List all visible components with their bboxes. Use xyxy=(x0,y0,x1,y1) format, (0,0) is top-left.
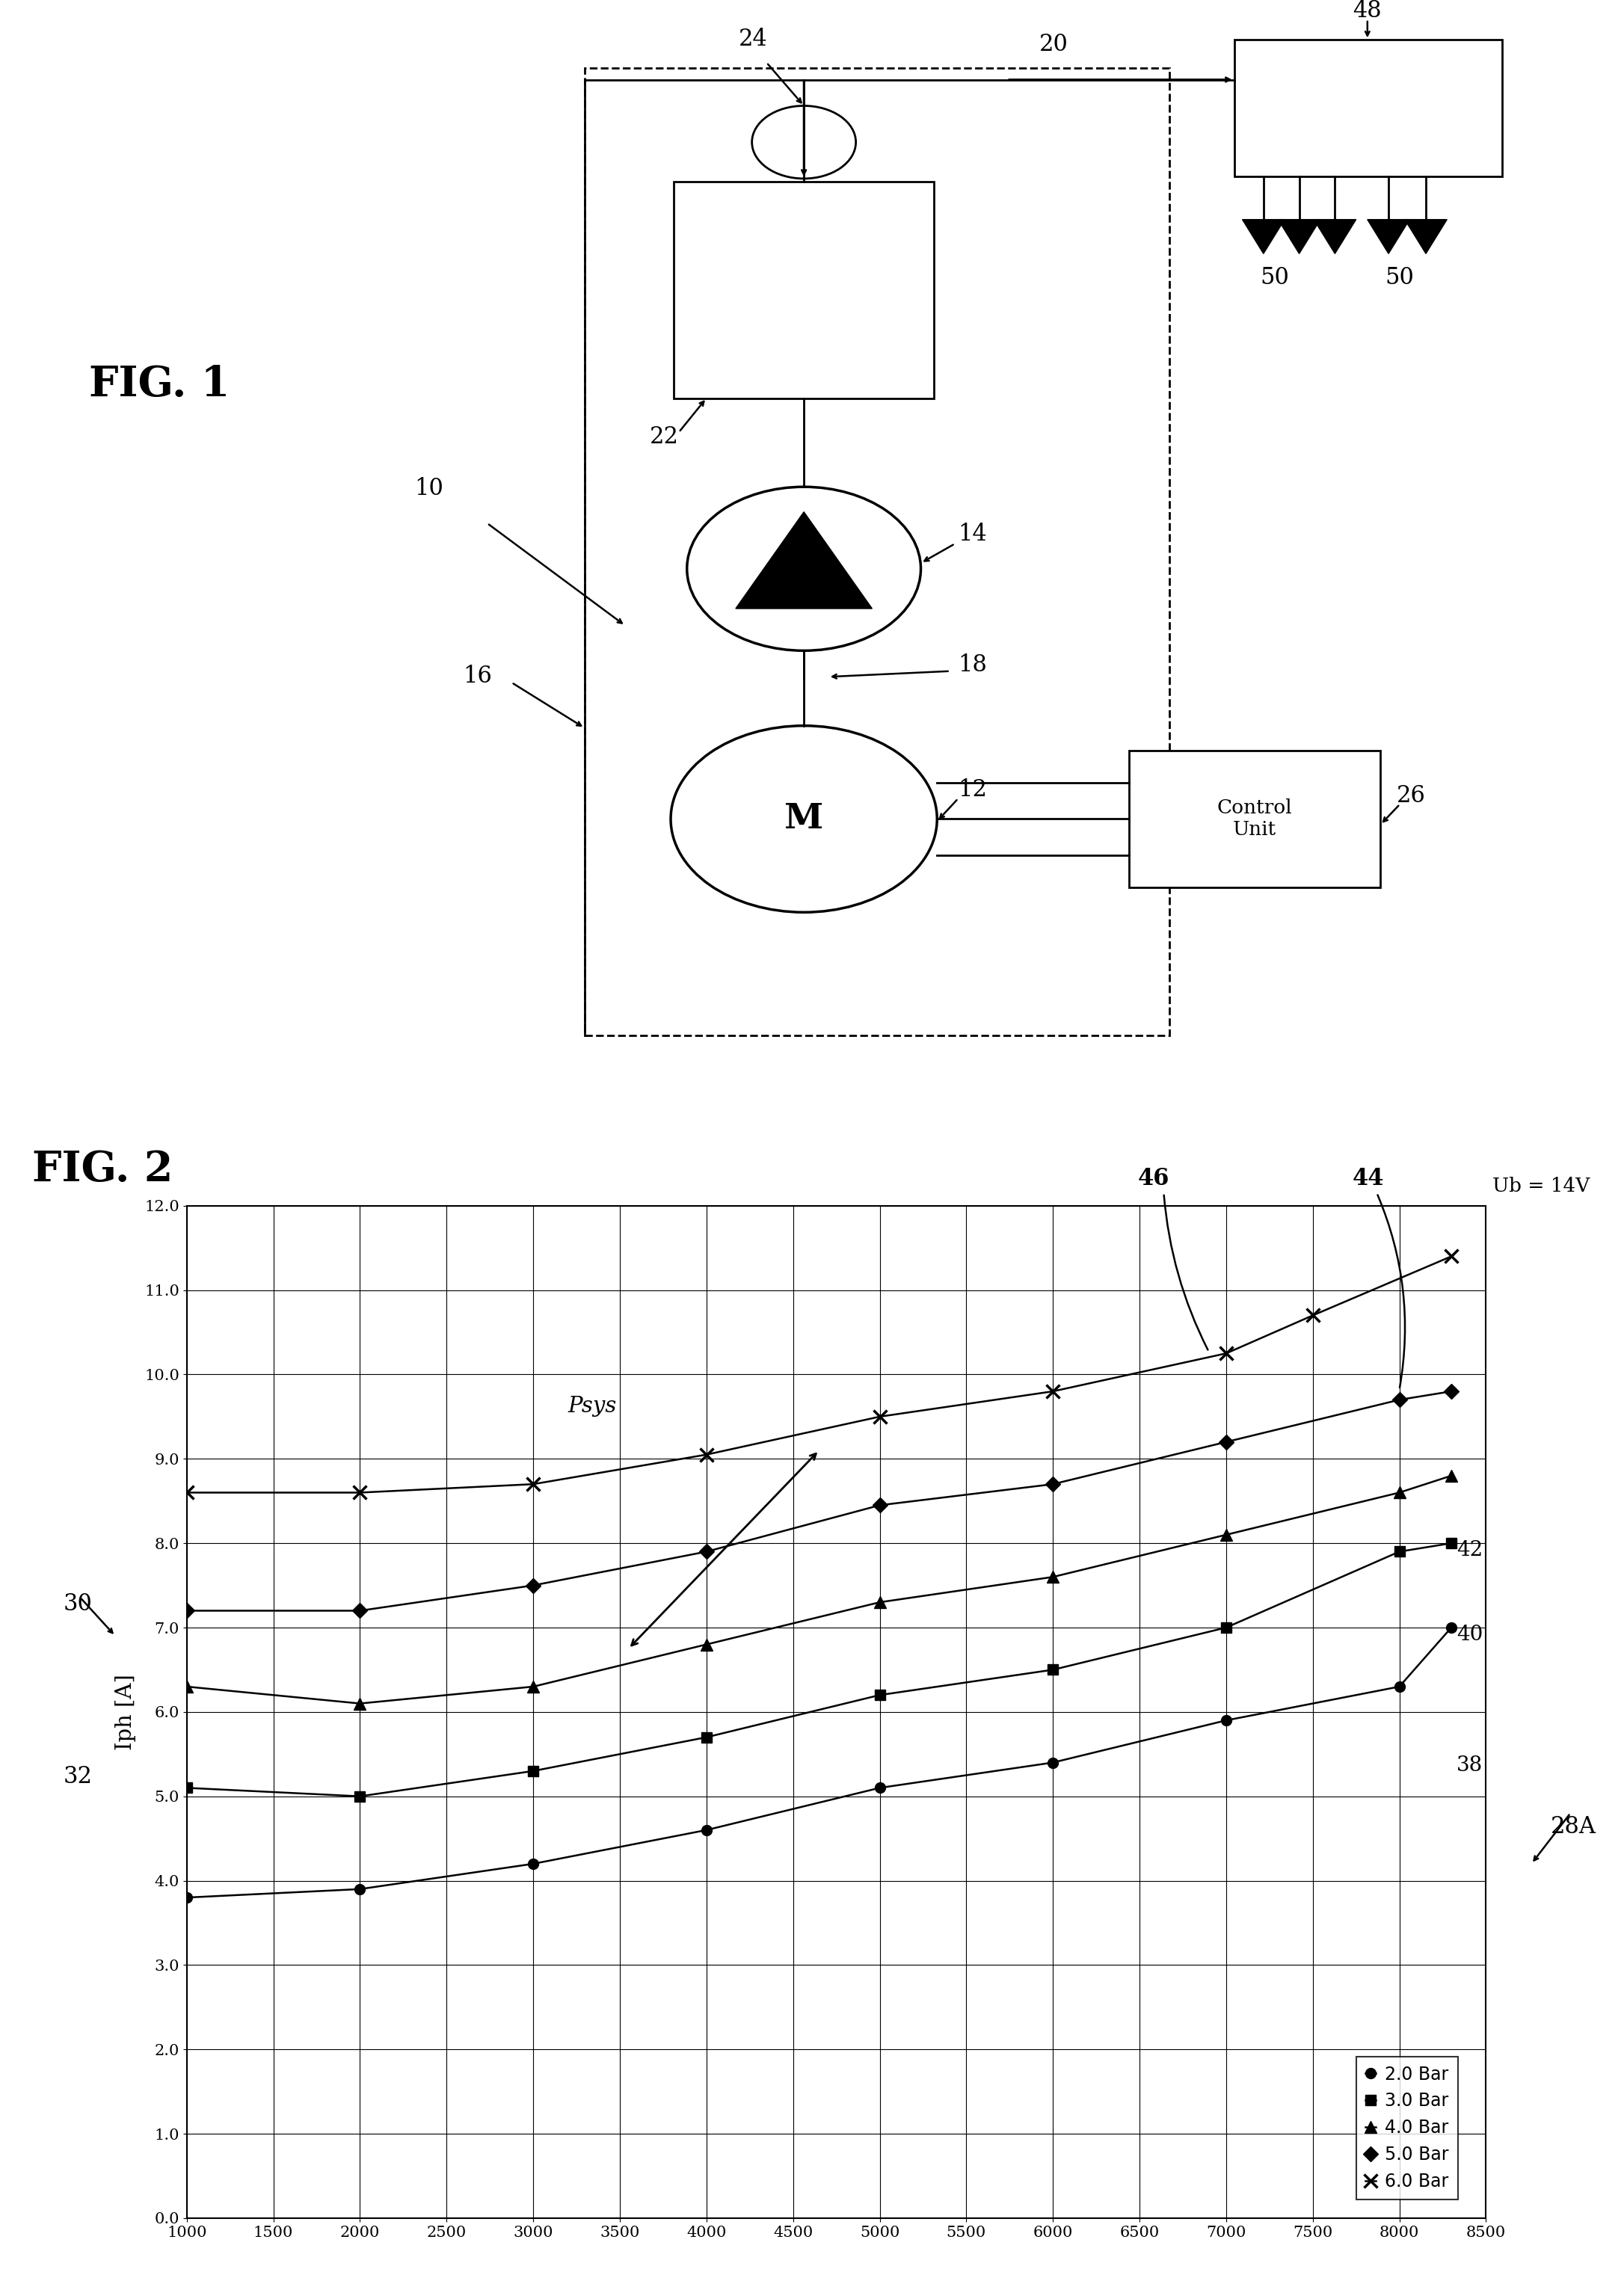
Text: 48: 48 xyxy=(1353,0,1382,23)
4.0 Bar xyxy=(177,1672,197,1699)
5.0 Bar xyxy=(1216,1429,1236,1456)
4.0 Bar xyxy=(1390,1479,1410,1506)
3.0 Bar xyxy=(1216,1613,1236,1640)
4.0 Bar xyxy=(1216,1522,1236,1549)
4.0 Bar xyxy=(1043,1563,1062,1590)
Line: 3.0 Bar: 3.0 Bar xyxy=(182,1538,1457,1802)
5.0 Bar xyxy=(351,1597,370,1624)
6.0 Bar xyxy=(1302,1301,1322,1329)
Legend: 2.0 Bar, 3.0 Bar, 4.0 Bar, 5.0 Bar, 6.0 Bar: 2.0 Bar, 3.0 Bar, 4.0 Bar, 5.0 Bar, 6.0 … xyxy=(1356,2057,1458,2200)
Text: 30: 30 xyxy=(63,1592,93,1615)
4.0 Bar xyxy=(351,1690,370,1718)
Text: 32: 32 xyxy=(63,1765,93,1788)
4.0 Bar xyxy=(870,1588,890,1615)
4.0 Bar xyxy=(523,1672,542,1699)
Text: 20: 20 xyxy=(1039,34,1069,57)
Bar xyxy=(1234,39,1502,175)
2.0 Bar xyxy=(1442,1613,1462,1640)
Bar xyxy=(585,68,1169,1035)
Text: FIG. 1: FIG. 1 xyxy=(89,364,231,405)
3.0 Bar xyxy=(177,1774,197,1802)
3.0 Bar xyxy=(523,1756,542,1784)
6.0 Bar xyxy=(697,1440,716,1467)
4.0 Bar xyxy=(697,1631,716,1658)
Text: 14: 14 xyxy=(958,523,987,546)
6.0 Bar xyxy=(1442,1242,1462,1269)
5.0 Bar xyxy=(177,1597,197,1624)
Polygon shape xyxy=(1242,221,1285,253)
Bar xyxy=(674,182,934,398)
3.0 Bar xyxy=(1043,1656,1062,1684)
3.0 Bar xyxy=(351,1784,370,1811)
Polygon shape xyxy=(1314,221,1356,253)
Text: Ub = 14V: Ub = 14V xyxy=(1492,1176,1590,1197)
3.0 Bar xyxy=(697,1724,716,1752)
2.0 Bar xyxy=(697,1815,716,1843)
3.0 Bar xyxy=(870,1681,890,1709)
Line: 5.0 Bar: 5.0 Bar xyxy=(182,1385,1457,1615)
5.0 Bar xyxy=(1390,1385,1410,1413)
Text: Control
Unit: Control Unit xyxy=(1216,799,1293,839)
6.0 Bar xyxy=(177,1479,197,1506)
Y-axis label: Iph [A]: Iph [A] xyxy=(115,1674,136,1749)
6.0 Bar xyxy=(1043,1379,1062,1406)
Line: 2.0 Bar: 2.0 Bar xyxy=(182,1622,1457,1902)
Text: 42: 42 xyxy=(1457,1540,1483,1561)
Text: 10: 10 xyxy=(414,478,443,501)
Text: 18: 18 xyxy=(958,653,987,676)
2.0 Bar xyxy=(1043,1749,1062,1777)
2.0 Bar xyxy=(177,1884,197,1911)
Polygon shape xyxy=(736,512,872,607)
Text: 50: 50 xyxy=(1385,266,1415,289)
Line: 6.0 Bar: 6.0 Bar xyxy=(180,1249,1458,1499)
3.0 Bar xyxy=(1390,1538,1410,1565)
4.0 Bar xyxy=(1442,1463,1462,1490)
Text: 12: 12 xyxy=(958,778,987,801)
Polygon shape xyxy=(1278,221,1320,253)
2.0 Bar xyxy=(351,1875,370,1902)
5.0 Bar xyxy=(523,1572,542,1599)
Polygon shape xyxy=(1367,221,1410,253)
Text: 24: 24 xyxy=(739,27,768,50)
Polygon shape xyxy=(1405,221,1447,253)
Text: 22: 22 xyxy=(650,425,679,448)
5.0 Bar xyxy=(1442,1379,1462,1406)
2.0 Bar xyxy=(523,1850,542,1877)
6.0 Bar xyxy=(523,1470,542,1497)
Text: 38: 38 xyxy=(1457,1756,1483,1774)
Text: 46: 46 xyxy=(1137,1167,1169,1190)
Text: M: M xyxy=(784,801,823,837)
Text: FIG. 2: FIG. 2 xyxy=(32,1149,174,1190)
Text: 40: 40 xyxy=(1457,1624,1483,1645)
5.0 Bar xyxy=(697,1538,716,1565)
Text: 50: 50 xyxy=(1260,266,1289,289)
6.0 Bar xyxy=(351,1479,370,1506)
Text: 28A: 28A xyxy=(1551,1815,1596,1838)
2.0 Bar xyxy=(870,1774,890,1802)
6.0 Bar xyxy=(1216,1340,1236,1367)
Text: 16: 16 xyxy=(463,664,492,687)
Line: 4.0 Bar: 4.0 Bar xyxy=(180,1470,1457,1709)
2.0 Bar xyxy=(1216,1706,1236,1734)
5.0 Bar xyxy=(870,1492,890,1520)
2.0 Bar xyxy=(1390,1672,1410,1699)
Bar xyxy=(1129,751,1380,887)
6.0 Bar xyxy=(870,1404,890,1431)
Text: Psys: Psys xyxy=(568,1397,617,1417)
Text: 26: 26 xyxy=(1397,785,1426,808)
5.0 Bar xyxy=(1043,1470,1062,1497)
Text: 44: 44 xyxy=(1353,1167,1384,1190)
3.0 Bar xyxy=(1442,1529,1462,1556)
